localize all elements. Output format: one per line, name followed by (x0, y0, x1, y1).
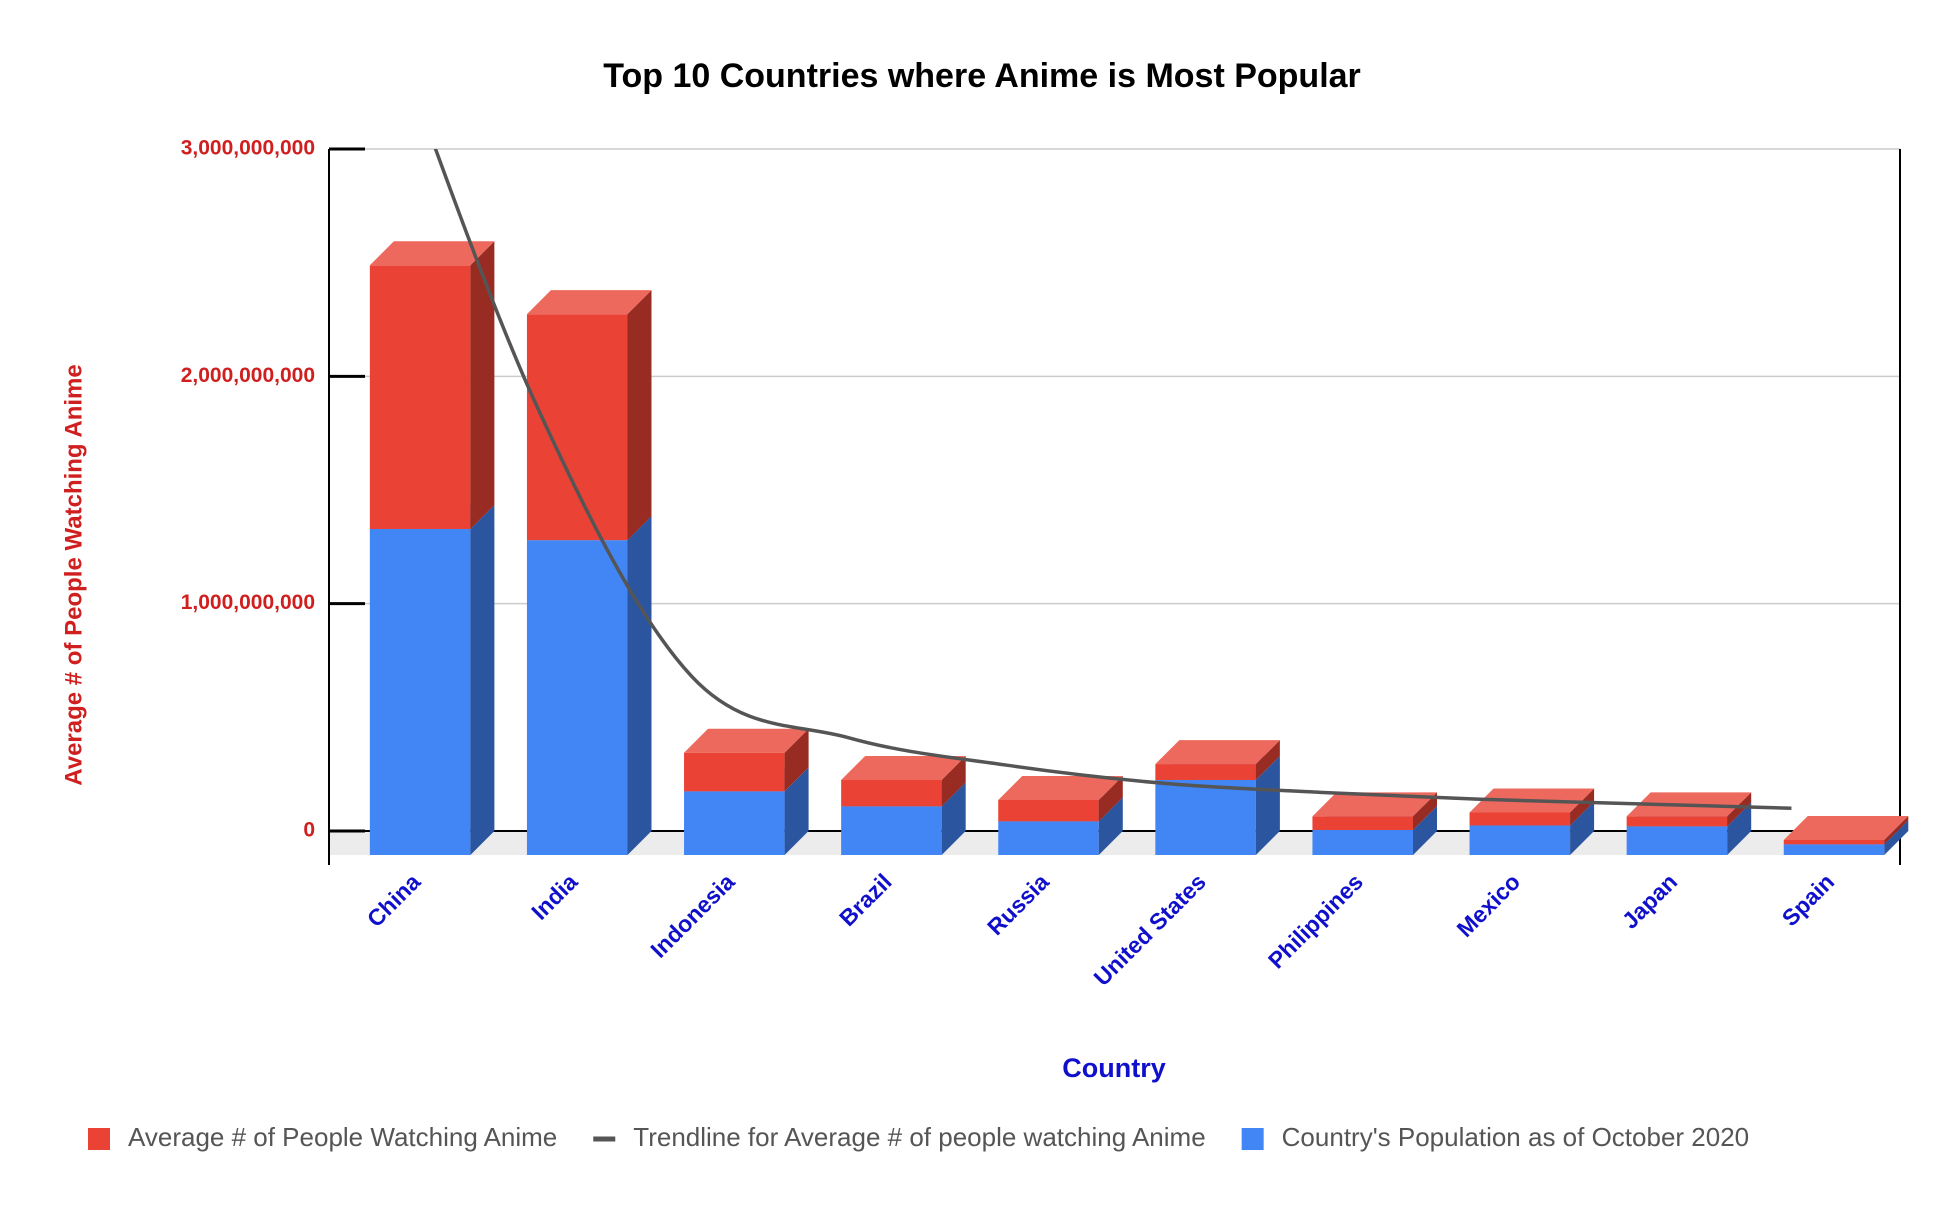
bar-front (1155, 764, 1256, 780)
bar-side (1255, 740, 1280, 780)
bar-front (369, 265, 471, 530)
bar-side (470, 505, 495, 855)
legend-swatch (88, 1128, 110, 1150)
bar-3d (1469, 788, 1595, 826)
bar-3d (841, 755, 966, 807)
bar-side (1412, 792, 1437, 830)
bar-side (627, 290, 652, 541)
bar-side (1884, 820, 1909, 855)
bar-front (684, 791, 785, 855)
bar-front (841, 779, 942, 807)
bar-side (470, 241, 495, 530)
bar-side (941, 755, 966, 807)
bar-side (941, 782, 966, 855)
bar-side (784, 767, 809, 855)
bar-front (1469, 812, 1571, 826)
bar-front (526, 314, 628, 541)
bar-side (1098, 775, 1123, 822)
bar-3d (526, 516, 652, 855)
bar-side (627, 516, 652, 855)
bar-side (1570, 801, 1595, 855)
legend-label: Average # of People Watching Anime (128, 1122, 557, 1152)
legend-swatch (1241, 1128, 1264, 1150)
bar-side (1098, 797, 1123, 855)
bar-3d (1312, 792, 1437, 830)
bar-top (998, 775, 1123, 800)
bar-front (841, 806, 942, 855)
bar-top (369, 241, 495, 266)
bar-3d (998, 775, 1123, 822)
bar-3d (1155, 740, 1280, 780)
x-axis-title: Country (1062, 1053, 1166, 1083)
bar-front (526, 540, 628, 855)
bar-side (1884, 815, 1909, 845)
bar-front (998, 821, 1099, 855)
bar-side (784, 728, 809, 792)
y-tick-label: 3,000,000,000 (181, 137, 315, 160)
legend-label: Country's Population as of October 2020 (1282, 1122, 1749, 1152)
bar-side (1727, 802, 1752, 855)
chart-title: Top 10 Countries where Anime is Most Pop… (603, 57, 1361, 95)
bar-front (684, 752, 785, 792)
bar-front (1312, 816, 1413, 830)
bar-front (1626, 816, 1728, 827)
y-tick-label: 0 (303, 819, 315, 842)
bar-front (1626, 826, 1728, 855)
bar-3d (684, 728, 809, 792)
bar-3d (369, 505, 495, 855)
bar-side (1412, 805, 1437, 855)
bar-front (1469, 825, 1571, 855)
bar-top (1155, 740, 1280, 765)
bar-side (1727, 792, 1752, 827)
bar-top (526, 290, 652, 315)
bar-3d (369, 241, 495, 530)
y-tick-label: 2,000,000,000 (181, 364, 315, 387)
bar-top (1312, 792, 1437, 817)
bar-front (1312, 829, 1413, 855)
bar-front (1783, 844, 1885, 855)
bar-side (1255, 755, 1280, 855)
bar-front (1155, 779, 1256, 855)
y-axis-title: Average # of People Watching Anime (60, 364, 87, 785)
legend-label: Trendline for Average # of people watchi… (633, 1122, 1205, 1152)
bar-top (684, 728, 809, 753)
bar-front (369, 529, 471, 855)
legend: Average # of People Watching Anime Trendl… (88, 1122, 1749, 1152)
bar-top (841, 755, 966, 780)
bar-3d (526, 290, 652, 541)
bar-front (1783, 839, 1885, 845)
y-tick-label: 1,000,000,000 (181, 591, 315, 614)
bar-3d (1783, 815, 1909, 845)
bar-top (1783, 815, 1909, 840)
bar-side (1570, 788, 1595, 826)
trendline (433, 149, 1792, 811)
bar-front (998, 799, 1099, 822)
